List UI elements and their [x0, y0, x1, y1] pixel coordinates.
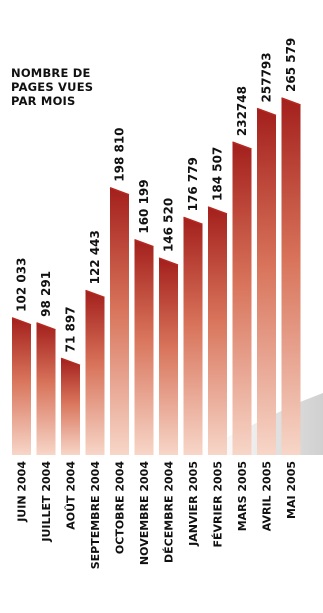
category-label: AOÛT 2004 — [65, 461, 78, 530]
category-label: MARS 2005 — [236, 461, 249, 531]
category-label: FÉVRIER 2005 — [212, 461, 225, 548]
category-label: SEPTEMBRE 2004 — [89, 461, 102, 570]
bar-top-edge — [60, 357, 81, 367]
bar-top-edge — [183, 216, 203, 226]
bar-value-label: 71 897 — [64, 306, 78, 352]
bar-value-label: 102 033 — [15, 258, 29, 312]
value-labels: 102 033 98 291 71 897 122 443 198 810 160 199… — [15, 38, 299, 353]
bar — [281, 98, 301, 455]
bar-top-edge — [207, 206, 228, 215]
category-label: JUIN 2004 — [16, 461, 29, 523]
bar-value-label: 146 520 — [162, 198, 176, 252]
bar-top-edge — [85, 289, 105, 299]
category-label: JANVIER 2005 — [187, 461, 200, 547]
bar — [110, 187, 129, 455]
bar-top-edge — [134, 238, 154, 248]
category-label: MAI 2005 — [285, 461, 298, 519]
bar — [85, 290, 105, 455]
bar — [183, 217, 203, 455]
category-label: NOVEMBRE 2004 — [138, 461, 151, 565]
bar-value-label: 160 199 — [137, 179, 151, 233]
category-label: JUILLET 2004 — [40, 461, 53, 543]
chart-title: NOMBRE DE PAGES VUES PAR MOIS — [11, 66, 94, 108]
category-label: AVRIL 2005 — [261, 461, 274, 531]
bar-top-edge — [109, 187, 130, 196]
bars — [11, 97, 301, 456]
bar-value-label: 198 810 — [113, 127, 127, 181]
bar — [208, 206, 227, 455]
bar-value-label: 265 579 — [284, 38, 298, 92]
bar — [159, 258, 178, 455]
category-labels: JUIN 2004 JUILLET 2004 AOÛT 2004 SEPTEMBRE … — [16, 461, 299, 570]
bar-top-edge — [11, 317, 32, 326]
bar-value-label: 176 779 — [186, 157, 200, 211]
bar — [134, 239, 154, 455]
category-label: OCTOBRE 2004 — [114, 461, 127, 554]
category-label: DÉCEMBRE 2004 — [163, 461, 176, 563]
bar-value-label: 122 443 — [88, 230, 102, 284]
bar-top-edge — [256, 107, 277, 117]
bar — [232, 142, 252, 455]
bar-value-label: 257793 — [260, 52, 274, 102]
bar-value-label: 98 291 — [39, 271, 53, 317]
bar-value-label: 184 507 — [211, 147, 225, 201]
bar — [257, 108, 276, 456]
bar-top-edge — [232, 141, 252, 150]
bar-value-label: 232748 — [235, 86, 249, 136]
bar — [36, 322, 56, 455]
bar — [61, 358, 80, 455]
bar-top-edge — [281, 97, 301, 106]
bar-top-edge — [36, 322, 56, 331]
bar — [12, 317, 31, 455]
bar-top-edge — [158, 257, 179, 266]
